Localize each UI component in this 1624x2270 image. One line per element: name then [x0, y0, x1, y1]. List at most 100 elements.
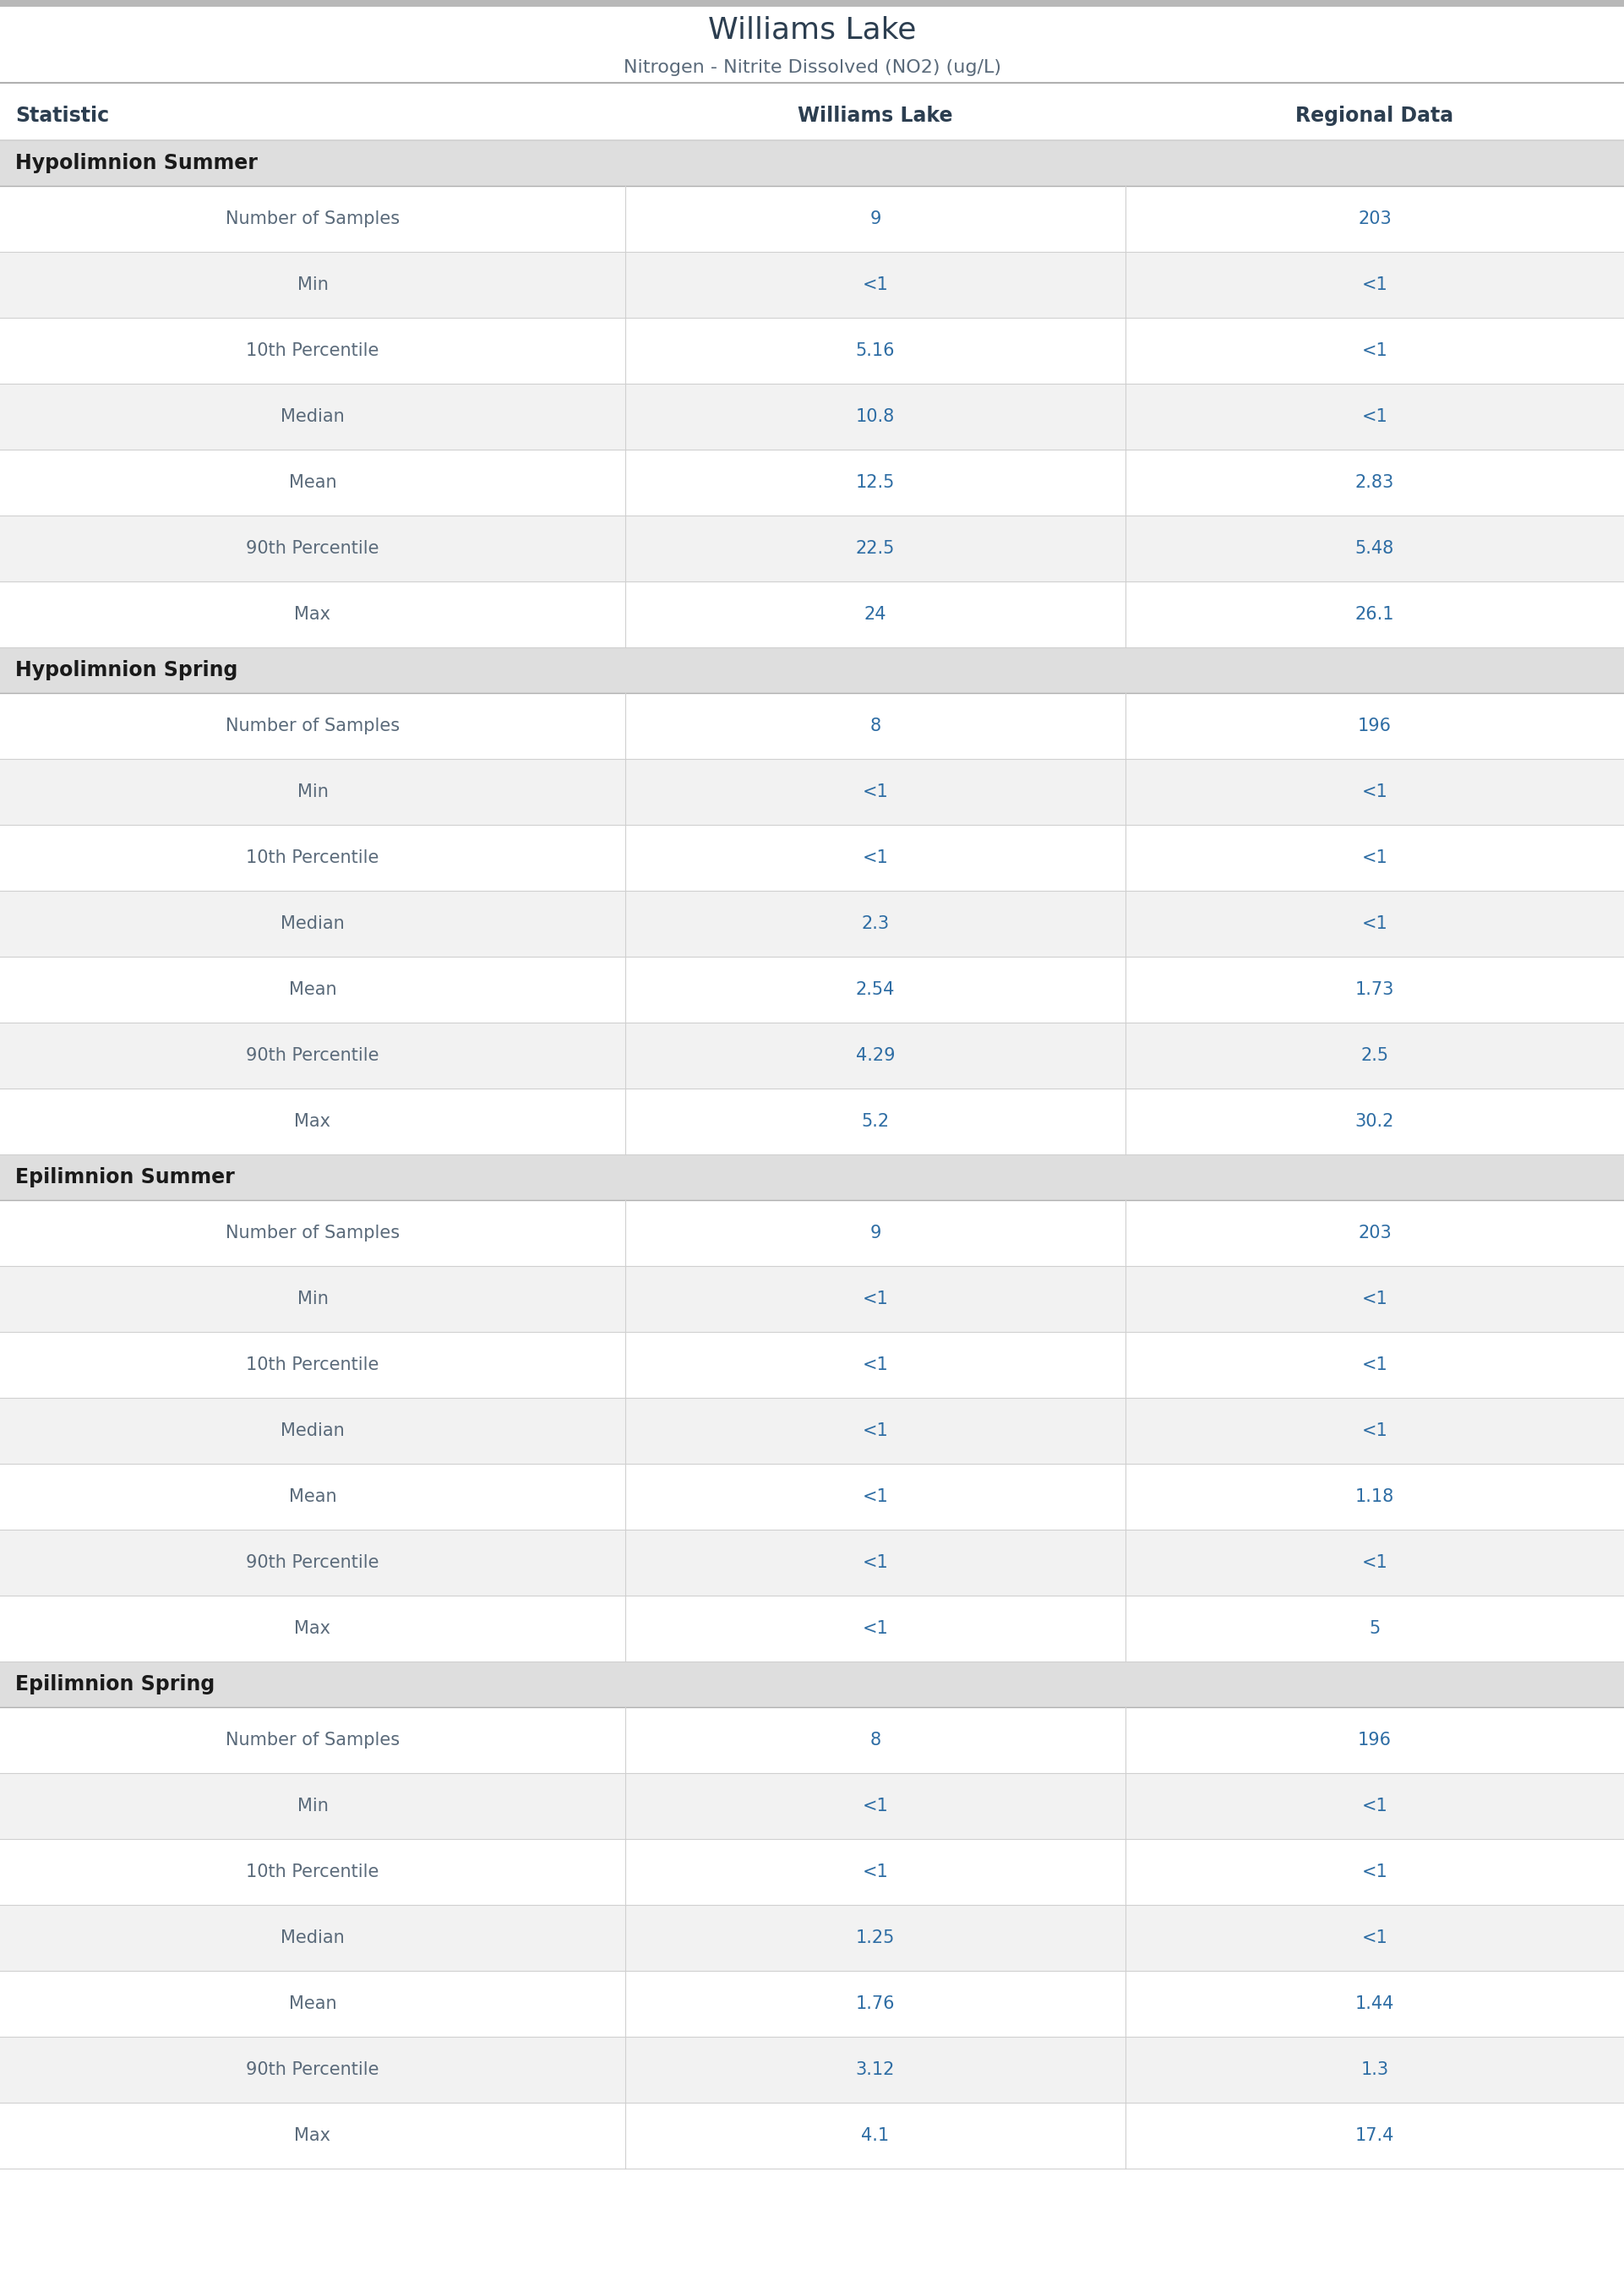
Text: 5.16: 5.16: [856, 343, 895, 359]
Text: <1: <1: [1363, 409, 1387, 424]
Text: <1: <1: [862, 1621, 888, 1637]
Bar: [0, 1332, 1624, 1398]
Bar: [0, 956, 1624, 1022]
Text: <1: <1: [862, 1423, 888, 1439]
Text: Hypolimnion Summer: Hypolimnion Summer: [15, 152, 258, 173]
Text: 196: 196: [1358, 717, 1392, 735]
Text: Statistic: Statistic: [15, 107, 109, 125]
Bar: [0, 692, 1624, 758]
Text: 1.25: 1.25: [856, 1930, 895, 1945]
Text: <1: <1: [1363, 1423, 1387, 1439]
Text: <1: <1: [862, 1292, 888, 1308]
Text: 2.3: 2.3: [861, 915, 890, 933]
Bar: [0, 186, 1624, 252]
Bar: [0, 1773, 1624, 1839]
Text: Nitrogen - Nitrite Dissolved (NO2) (ug/L): Nitrogen - Nitrite Dissolved (NO2) (ug/L…: [624, 59, 1000, 77]
Text: Median: Median: [281, 409, 344, 424]
Text: 12.5: 12.5: [856, 474, 895, 490]
Text: Mean: Mean: [289, 1489, 336, 1505]
Text: 90th Percentile: 90th Percentile: [247, 1046, 378, 1065]
Text: <1: <1: [1363, 915, 1387, 933]
Bar: [0, 91, 1624, 141]
Text: Median: Median: [281, 1423, 344, 1439]
Text: <1: <1: [862, 1489, 888, 1505]
Text: Min: Min: [297, 1798, 328, 1814]
Bar: [0, 1596, 1624, 1662]
Text: Number of Samples: Number of Samples: [226, 1224, 400, 1242]
Text: Max: Max: [294, 1112, 331, 1130]
Text: <1: <1: [1363, 1798, 1387, 1814]
Text: <1: <1: [1363, 1864, 1387, 1880]
Bar: [0, 1022, 1624, 1090]
Text: Max: Max: [294, 1621, 331, 1637]
Text: Mean: Mean: [289, 474, 336, 490]
Text: Mean: Mean: [289, 1995, 336, 2011]
Bar: [0, 2102, 1624, 2168]
Text: <1: <1: [862, 849, 888, 867]
Bar: [0, 2036, 1624, 2102]
Bar: [0, 384, 1624, 449]
Text: 4.1: 4.1: [861, 2127, 890, 2145]
Text: <1: <1: [1363, 1357, 1387, 1373]
Text: <1: <1: [1363, 343, 1387, 359]
Bar: [0, 1839, 1624, 1905]
Text: <1: <1: [1363, 849, 1387, 867]
Text: 2.83: 2.83: [1354, 474, 1395, 490]
Text: 30.2: 30.2: [1354, 1112, 1395, 1130]
Text: 203: 203: [1358, 1224, 1392, 1242]
Text: Williams Lake: Williams Lake: [708, 16, 916, 45]
Text: <1: <1: [1363, 277, 1387, 293]
Text: 1.44: 1.44: [1354, 1995, 1395, 2011]
Bar: [0, 449, 1624, 515]
Text: Median: Median: [281, 915, 344, 933]
Bar: [0, 1530, 1624, 1596]
Text: <1: <1: [862, 1555, 888, 1571]
Text: 9: 9: [870, 1224, 880, 1242]
Text: <1: <1: [862, 1357, 888, 1373]
Text: 2.54: 2.54: [856, 981, 895, 999]
Bar: [0, 824, 1624, 890]
Bar: [0, 647, 1624, 692]
Text: Number of Samples: Number of Samples: [226, 717, 400, 735]
Text: 1.18: 1.18: [1354, 1489, 1395, 1505]
Text: 24: 24: [864, 606, 887, 622]
Text: Min: Min: [297, 1292, 328, 1308]
Text: 196: 196: [1358, 1732, 1392, 1748]
Text: 90th Percentile: 90th Percentile: [247, 1555, 378, 1571]
Text: Median: Median: [281, 1930, 344, 1945]
Text: <1: <1: [862, 277, 888, 293]
Text: 5.48: 5.48: [1354, 540, 1395, 556]
Text: <1: <1: [862, 1798, 888, 1814]
Text: 2.5: 2.5: [1361, 1046, 1389, 1065]
Text: Epilimnion Spring: Epilimnion Spring: [15, 1675, 214, 1693]
Bar: [0, 141, 1624, 186]
Text: 8: 8: [870, 1732, 880, 1748]
Text: Min: Min: [297, 277, 328, 293]
Text: <1: <1: [1363, 783, 1387, 801]
Text: Min: Min: [297, 783, 328, 801]
Bar: [0, 515, 1624, 581]
Text: 90th Percentile: 90th Percentile: [247, 540, 378, 556]
Bar: [0, 581, 1624, 647]
Text: 10th Percentile: 10th Percentile: [247, 849, 378, 867]
Bar: [0, 252, 1624, 318]
Text: <1: <1: [862, 1864, 888, 1880]
Text: 22.5: 22.5: [856, 540, 895, 556]
Bar: [0, 1970, 1624, 2036]
Text: 1.73: 1.73: [1354, 981, 1395, 999]
Text: Hypolimnion Spring: Hypolimnion Spring: [15, 661, 237, 681]
Text: Williams Lake: Williams Lake: [797, 107, 953, 125]
Bar: [0, 1464, 1624, 1530]
Bar: [0, 1662, 1624, 1707]
Text: Number of Samples: Number of Samples: [226, 211, 400, 227]
Text: 17.4: 17.4: [1354, 2127, 1395, 2145]
Text: <1: <1: [1363, 1930, 1387, 1945]
Bar: [0, 0, 1624, 7]
Text: 1.76: 1.76: [856, 1995, 895, 2011]
Text: 5.2: 5.2: [861, 1112, 890, 1130]
Text: <1: <1: [1363, 1292, 1387, 1308]
Text: 3.12: 3.12: [856, 2061, 895, 2077]
Bar: [0, 1090, 1624, 1155]
Bar: [0, 1201, 1624, 1267]
Bar: [0, 1398, 1624, 1464]
